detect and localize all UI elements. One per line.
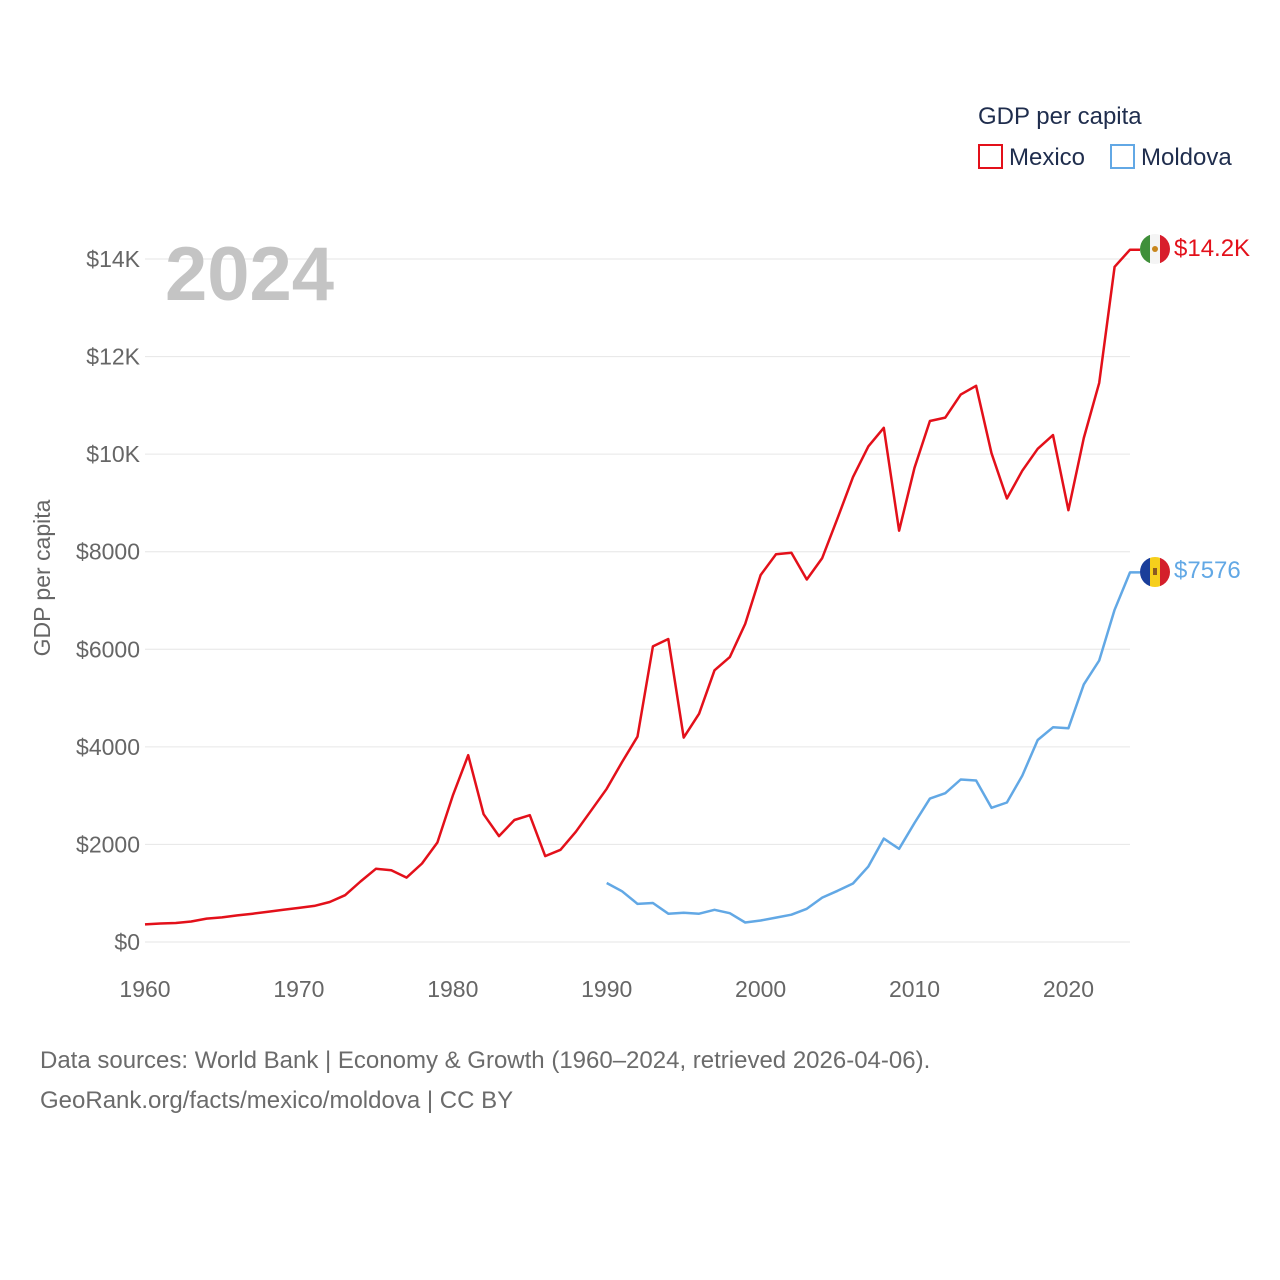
- mexico-end-value: $14.2K: [1174, 235, 1250, 262]
- x-tick-label: 2010: [889, 976, 940, 1002]
- x-tick-label: 1960: [119, 976, 170, 1002]
- series-line-moldova[interactable]: [606, 571, 1140, 924]
- x-tick-label: 1980: [427, 976, 478, 1002]
- x-axis-ticks: 1960 1970 1980 1990 2000 2010 2020: [119, 976, 1094, 1002]
- y-tick-label: $6000: [76, 636, 140, 662]
- legend-swatch-mexico[interactable]: [978, 144, 1003, 169]
- legend-swatch-moldova[interactable]: [1110, 144, 1135, 169]
- x-tick-label: 1990: [581, 976, 632, 1002]
- series-lines: [144, 248, 1140, 926]
- source-line-1: Data sources: World Bank | Economy & Gro…: [40, 1047, 930, 1074]
- legend: GDP per capita Mexico Moldova: [978, 103, 1232, 171]
- y-tick-label: $2000: [76, 831, 140, 857]
- y-axis-label: GDP per capita: [29, 499, 55, 656]
- legend-label-mexico[interactable]: Mexico: [1009, 144, 1085, 171]
- y-tick-label: $10K: [86, 441, 140, 467]
- mexico-flag-icon: [1140, 234, 1170, 264]
- moldova-flag-icon: [1140, 557, 1170, 587]
- legend-title: GDP per capita: [978, 103, 1142, 130]
- series-line-mexico[interactable]: [144, 248, 1140, 926]
- source-line-2[interactable]: GeoRank.org/facts/mexico/moldova | CC BY: [40, 1087, 513, 1114]
- moldova-end-value: $7576: [1174, 557, 1241, 584]
- mexico-end-marker: $14.2K: [1140, 234, 1250, 264]
- x-tick-label: 2020: [1043, 976, 1094, 1002]
- x-tick-label: 2000: [735, 976, 786, 1002]
- y-tick-label: $14K: [86, 246, 140, 272]
- legend-label-moldova[interactable]: Moldova: [1141, 144, 1232, 171]
- x-tick-label: 1970: [273, 976, 324, 1002]
- y-axis-ticks: $0 $2000 $4000 $6000 $8000 $10K $12K $14K: [76, 246, 141, 955]
- year-label: 2024: [165, 232, 334, 317]
- y-tick-label: $12K: [86, 344, 140, 370]
- y-tick-label: $4000: [76, 734, 140, 760]
- y-tick-label: $8000: [76, 539, 140, 565]
- gridlines: [145, 258, 1130, 943]
- moldova-end-marker: $7576: [1140, 557, 1241, 587]
- y-tick-label: $0: [114, 929, 140, 955]
